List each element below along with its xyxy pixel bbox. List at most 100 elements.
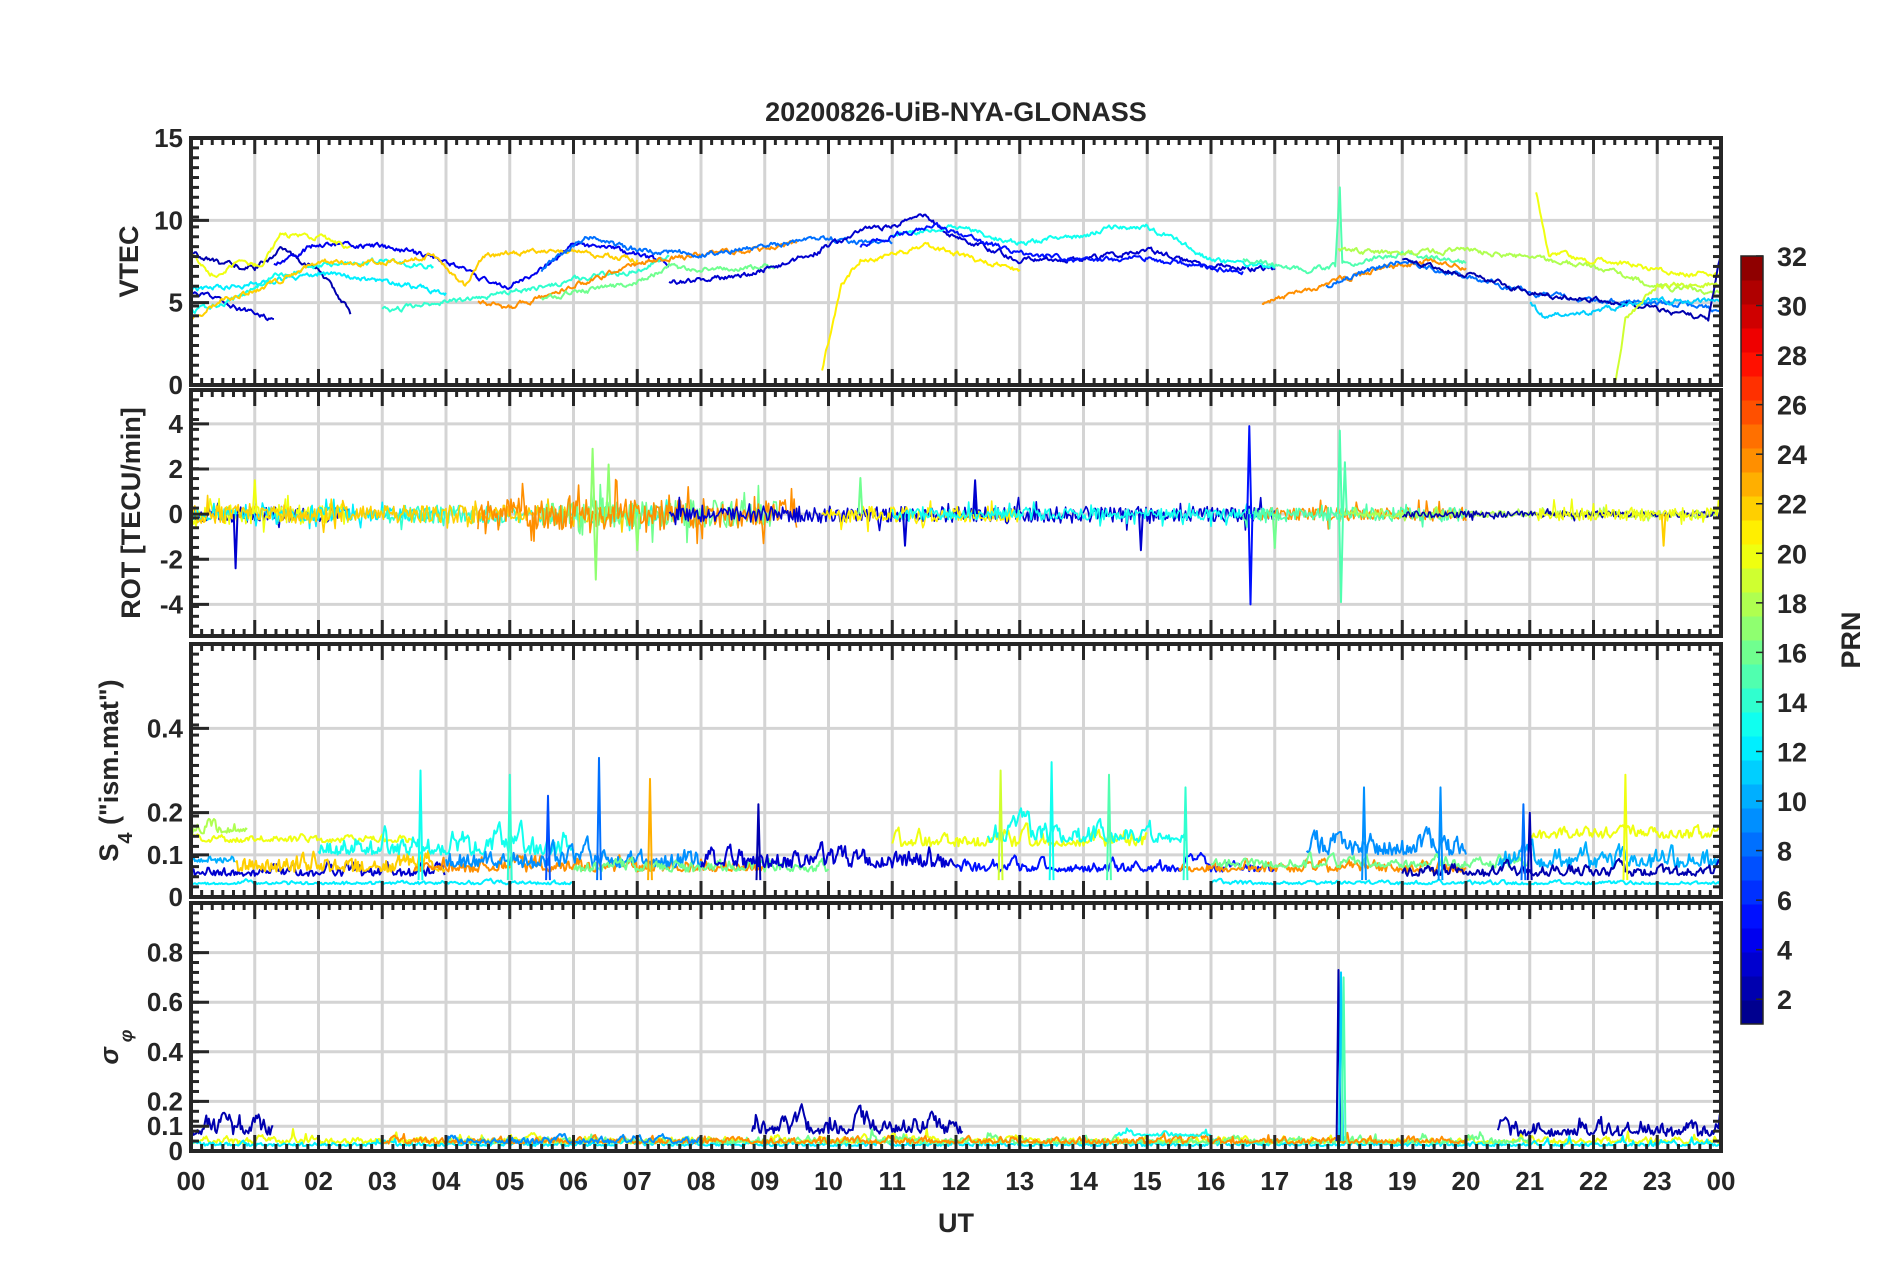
x-tick-label: 15: [1133, 1166, 1162, 1196]
spike-prn-3: [232, 514, 239, 570]
series-line-prn-14: [381, 254, 670, 313]
series-line-prn-20: [191, 833, 414, 844]
colorbar-tick-label: 18: [1777, 589, 1807, 619]
series-group: [191, 425, 1721, 606]
colorbar-tick-label: 8: [1777, 837, 1792, 867]
y-tick-label: 0.1: [147, 840, 183, 870]
colorbar-tick-label: 6: [1777, 886, 1792, 916]
y-tick-label: 0: [169, 370, 183, 400]
colorbar-segment: [1741, 568, 1763, 593]
spike-prn-3: [972, 479, 978, 515]
spike-prn-8: [596, 756, 602, 881]
spike-prn-20: [1622, 773, 1629, 881]
colorbar-segment: [1741, 328, 1763, 353]
x-tick-label: 08: [687, 1166, 716, 1196]
colorbar-segment: [1741, 304, 1763, 329]
spike-prn-16: [857, 477, 864, 515]
series-line-prn-2: [1401, 857, 1721, 877]
panel-vtec: 0 5 10 15 VTEC: [114, 123, 1723, 400]
spike-prn-9: [1437, 786, 1444, 881]
colorbar-label: PRN: [1836, 611, 1866, 668]
series-line-prn-20: [191, 232, 351, 278]
series-line-prn-10: [191, 855, 236, 864]
spike-prn-13: [1048, 761, 1055, 881]
y-tick-label: 0.6: [147, 987, 183, 1017]
series-line-prn-13: [1115, 1127, 1212, 1137]
spike-prn-17: [589, 447, 596, 515]
colorbar-segment: [1741, 856, 1763, 881]
series-line-prn-16: [1210, 851, 1531, 869]
colorbar-tick-label: 16: [1777, 638, 1807, 668]
x-tick-label: 10: [814, 1166, 843, 1196]
y-tick-label: 2: [169, 454, 183, 484]
x-tick-label: 22: [1579, 1166, 1608, 1196]
x-tick-label: 00: [177, 1166, 206, 1196]
spike-prn-5: [1246, 425, 1253, 515]
x-tick-label: 09: [750, 1166, 779, 1196]
y-tick-label: 0.4: [147, 1037, 184, 1067]
y-tick-label: 5: [169, 288, 183, 318]
colorbar-tick-label: 22: [1777, 490, 1807, 520]
series-line-prn-2: [1496, 1113, 1721, 1138]
y-tick-label: -2: [160, 544, 183, 574]
colorbar-frame: [1740, 255, 1764, 1025]
colorbar-segment: [1741, 664, 1763, 689]
colorbar-segment: [1741, 448, 1763, 473]
x-tick-label: 12: [942, 1166, 971, 1196]
spike-prn-9: [1361, 786, 1367, 881]
series-line-prn-19: [1614, 281, 1721, 381]
colorbar-segment: [1741, 736, 1763, 761]
spike-prn-3: [902, 514, 908, 547]
x-tick-label: 20: [1452, 1166, 1481, 1196]
spike-prn-15: [1338, 514, 1344, 604]
colorbar-segment: [1741, 688, 1763, 713]
series-line-prn-2: [191, 246, 352, 315]
colorbar-segment: [1741, 784, 1763, 809]
series-line-prn-22: [234, 849, 446, 873]
y-label-s: S: [94, 844, 124, 862]
series-line-prn-3: [700, 841, 957, 869]
series-line-prn-21: [821, 241, 1021, 371]
panel-s4: 0 0.1 0.2 0.4 S4 ("ism.mat"): [94, 642, 1723, 912]
x-tick-label: 14: [1069, 1166, 1098, 1196]
x-tick-label: 23: [1643, 1166, 1672, 1196]
spike-prn-2: [1526, 811, 1533, 881]
y-tick-label: 0.4: [147, 713, 184, 743]
series-line-prn-2: [751, 1103, 964, 1135]
series-line-prn-16: [540, 262, 778, 301]
series-line-prn-24: [477, 478, 798, 545]
series-line-prn-12: [191, 271, 447, 296]
panel-sigma_phi: 00.10.2 0.4 0.6 0.8 σ φ: [94, 901, 1723, 1166]
x-tick-label: 06: [559, 1166, 588, 1196]
series-line-prn-20: [1535, 498, 1721, 526]
x-tick-label: 16: [1197, 1166, 1226, 1196]
spike-prn-17: [605, 463, 612, 515]
series-line-prn-24: [381, 1131, 1467, 1145]
spike-prn-15: [1340, 976, 1347, 1142]
series-line-prn-24: [477, 239, 798, 310]
spike-prn-23: [647, 777, 653, 881]
y-tick-label: 0: [169, 499, 183, 529]
x-tick-label: 18: [1324, 1166, 1353, 1196]
y-tick-label: -4: [160, 589, 184, 619]
spike-prn-15: [1106, 773, 1112, 881]
y-label-rest: ("ism.mat"): [94, 679, 124, 832]
colorbar-segment: [1741, 976, 1763, 1001]
colorbar-segment: [1741, 1000, 1763, 1025]
colorbar-tick-label: 4: [1777, 936, 1792, 966]
x-tick-label: 17: [1260, 1166, 1289, 1196]
colorbar-segment: [1741, 808, 1763, 833]
series-line-prn-13: [892, 223, 1276, 270]
colorbar-segment: [1741, 520, 1763, 545]
series-line-prn-13: [317, 819, 575, 856]
y-tick-label: 10: [154, 205, 183, 235]
colorbar-tick-label: 20: [1777, 539, 1807, 569]
spike-prn-13: [417, 769, 424, 881]
colorbar-segment: [1741, 592, 1763, 617]
colorbar-segment: [1741, 352, 1763, 377]
spike-prn-20: [251, 479, 258, 515]
colorbar-tick-label: 14: [1777, 688, 1807, 718]
spike-prn-8: [1520, 803, 1527, 881]
spike-prn-19: [997, 769, 1004, 881]
y-tick-label: 0.8: [147, 938, 183, 968]
